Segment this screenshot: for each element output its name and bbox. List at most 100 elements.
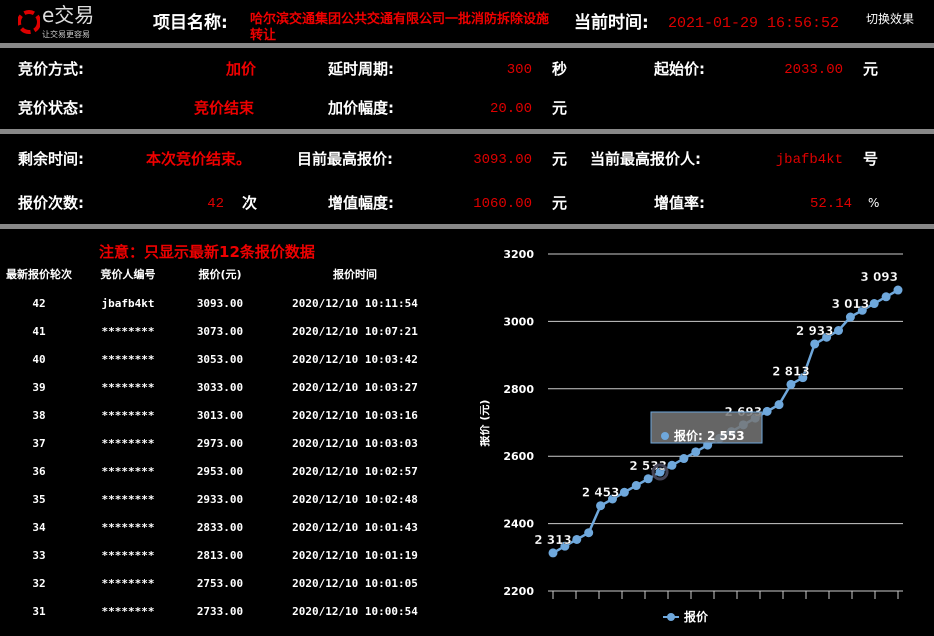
data-point: [679, 454, 689, 464]
data-point: [572, 534, 582, 544]
row-round: 40: [32, 353, 46, 366]
gain-rate-value: 52.14: [809, 196, 852, 212]
row-price: 2833.00: [196, 521, 244, 534]
increment-label: 加价幅度:: [328, 99, 394, 117]
current-time: 2021-01-29 16:56:52: [668, 15, 840, 32]
logo: e交易 让交易更容易: [18, 4, 118, 42]
y-tick-label: 3000: [503, 315, 534, 328]
data-point: [667, 460, 677, 470]
row-round: 35: [32, 493, 46, 506]
data-point: [762, 406, 772, 416]
y-tick-label: 2600: [503, 450, 534, 463]
data-point: [845, 312, 855, 322]
row-price: 2933.00: [196, 493, 244, 506]
row-round: 36: [32, 465, 46, 478]
time-label: 当前时间:: [574, 13, 649, 33]
data-label: 3 093: [860, 270, 898, 284]
data-point: [655, 467, 665, 477]
row-time: 2020/12/10 10:01:05: [292, 577, 418, 590]
row-price: 2753.00: [196, 577, 244, 590]
data-point: [607, 494, 617, 504]
increment-unit: 元: [552, 99, 568, 117]
data-point: [619, 487, 629, 497]
bid-count-unit: 次: [242, 194, 258, 212]
bid-mode-label: 竞价方式:: [18, 60, 84, 78]
start-price-label: 起始价:: [654, 60, 705, 78]
data-point: [691, 447, 701, 457]
row-time: 2020/12/10 10:00:54: [292, 605, 418, 618]
logo-swirl-icon: [18, 10, 40, 34]
tooltip-text: 报价: 2 553: [674, 428, 745, 443]
data-label: 2 813: [772, 364, 810, 378]
legend-marker-icon: [667, 613, 675, 621]
col-header-bidder: 竞价人编号: [100, 268, 156, 281]
data-point: [822, 332, 832, 342]
data-label: 2 933: [796, 324, 834, 338]
switch-effect-button[interactable]: 切换效果: [866, 12, 915, 26]
remaining-time-value: 本次竞价结束。: [146, 150, 252, 168]
data-point: [881, 292, 891, 302]
divider: [0, 43, 934, 48]
gain-rate-label: 增值率:: [654, 194, 705, 212]
data-point: [893, 285, 903, 295]
delay-value: 300: [506, 62, 532, 78]
data-point: [631, 481, 641, 491]
row-bidder-id: ********: [101, 493, 155, 506]
y-tick-label: 3200: [503, 248, 534, 261]
row-time: 2020/12/10 10:03:16: [292, 409, 418, 422]
row-bidder-id: ********: [101, 381, 155, 394]
bid-count-label: 报价次数:: [18, 194, 84, 212]
data-point: [857, 305, 867, 315]
bid-status-label: 竞价状态:: [18, 99, 84, 117]
row-bidder-id: ********: [101, 437, 155, 450]
row-bidder-id: ********: [101, 409, 155, 422]
data-label: 3 013: [832, 297, 870, 311]
highest-bid-unit: 元: [552, 150, 568, 168]
row-price: 2973.00: [196, 437, 244, 450]
row-round: 37: [32, 437, 46, 450]
delay-label: 延时周期:: [328, 60, 394, 78]
logo-slogan: 让交易更容易: [42, 30, 90, 39]
row-time: 2020/12/10 10:03:03: [292, 437, 418, 450]
row-round: 41: [32, 325, 46, 338]
highest-bidder-label: 当前最高报价人:: [590, 150, 701, 168]
data-point: [596, 501, 606, 511]
data-point: [834, 325, 844, 335]
bid-mode-value: 加价: [226, 60, 257, 78]
row-price: 3073.00: [196, 325, 244, 338]
row-round: 33: [32, 549, 46, 562]
increment-value: 20.00: [489, 101, 532, 117]
project-name: 哈尔滨交通集团公共交通有限公司一批消防拆除设施转让: [250, 12, 550, 43]
row-time: 2020/12/10 10:03:42: [292, 353, 418, 366]
row-bidder-id: ********: [101, 465, 155, 478]
row-round: 39: [32, 381, 46, 394]
row-bidder-id: ********: [101, 549, 155, 562]
row-time: 2020/12/10 10:02:57: [292, 465, 418, 478]
highest-bid-value: 3093.00: [473, 152, 532, 168]
data-label: 2 533: [629, 459, 667, 473]
row-bidder-id: ********: [101, 353, 155, 366]
project-label: 项目名称:: [153, 13, 228, 33]
data-label: 2 453: [582, 486, 620, 500]
row-bidder-id: ********: [101, 325, 155, 338]
gain-label: 增值幅度:: [328, 194, 394, 212]
row-time: 2020/12/10 10:02:48: [292, 493, 418, 506]
data-point: [584, 528, 594, 538]
bid-status-value: 竞价结束: [194, 99, 255, 117]
data-point: [786, 379, 796, 389]
row-round: 32: [32, 577, 46, 590]
row-bidder-id: ********: [101, 577, 155, 590]
gain-value: 1060.00: [473, 196, 532, 212]
bid-price-chart: 2200 2400 2600 2800 3000 3200 报价 (元) 2 313 2 453…: [480, 248, 903, 624]
col-header-round: 最新报价轮次: [6, 268, 72, 281]
highest-bid-label: 目前最高报价:: [297, 150, 393, 168]
row-bidder-id: jbafb4kt: [101, 297, 155, 310]
row-price: 3053.00: [196, 353, 244, 366]
data-point: [643, 474, 653, 484]
row-price: 2953.00: [196, 465, 244, 478]
table-notice: 注意：只显示最新12条报价数据: [99, 243, 315, 261]
highest-bidder-unit: 号: [863, 150, 879, 168]
data-point: [548, 548, 558, 558]
start-price-unit: 元: [863, 60, 879, 78]
delay-unit: 秒: [552, 60, 568, 78]
